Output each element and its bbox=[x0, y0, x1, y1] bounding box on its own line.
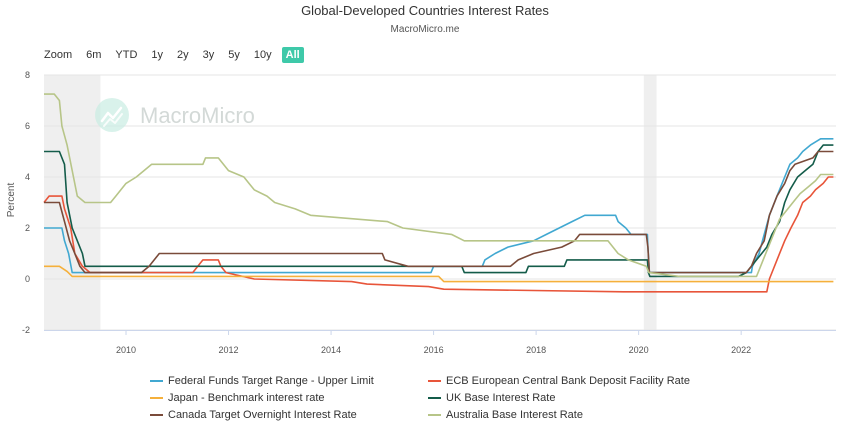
range-selector: Zoom 6m YTD 1y 2y 3y 5y 10y All bbox=[44, 46, 310, 64]
legend-swatch bbox=[150, 396, 163, 399]
range-button-ytd[interactable]: YTD bbox=[115, 49, 138, 61]
x-tick-label: 2012 bbox=[219, 345, 239, 355]
chart-subtitle: MacroMicro.me bbox=[390, 24, 460, 35]
legend-item-ecb[interactable]: ECB European Central Bank Deposit Facili… bbox=[428, 372, 728, 389]
range-button-6m[interactable]: 6m bbox=[86, 49, 102, 61]
axes: Percent -2 0 2 4 6 8 2010 2012 2014 2016 2018 2020 2… bbox=[6, 70, 836, 355]
range-button-5y[interactable]: 5y bbox=[228, 49, 240, 61]
chart-title: Global-Developed Countries Interest Rate… bbox=[301, 3, 549, 18]
range-button-2y[interactable]: 2y bbox=[177, 49, 189, 61]
x-tick-label: 2014 bbox=[321, 345, 341, 355]
range-button-1y[interactable]: 1y bbox=[151, 49, 164, 61]
y-tick-label: 2 bbox=[25, 223, 30, 233]
watermark-logo-icon bbox=[95, 98, 129, 132]
series-lines bbox=[43, 93, 834, 293]
legend-label: UK Base Interest Rate bbox=[446, 391, 556, 404]
y-tick-label: 0 bbox=[25, 274, 30, 284]
zoom-label: Zoom bbox=[44, 49, 73, 61]
legend-label: ECB European Central Bank Deposit Facili… bbox=[446, 374, 690, 387]
series-line-3[interactable] bbox=[44, 144, 834, 278]
range-button-3y[interactable]: 3y bbox=[202, 49, 215, 61]
x-tick-label: 2020 bbox=[629, 345, 649, 355]
legend-swatch bbox=[428, 379, 441, 382]
legend-swatch bbox=[150, 413, 163, 416]
y-tick-label: -2 bbox=[22, 325, 30, 335]
legend-swatch bbox=[428, 413, 441, 416]
y-axis-label: Percent bbox=[6, 183, 17, 218]
legend-swatch bbox=[150, 379, 163, 382]
legend-label: Federal Funds Target Range - Upper Limit bbox=[168, 374, 374, 387]
legend-item-canada[interactable]: Canada Target Overnight Interest Rate bbox=[150, 406, 428, 423]
series-line-4[interactable] bbox=[44, 150, 834, 274]
legend-swatch bbox=[428, 396, 441, 399]
legend-item-japan[interactable]: Japan - Benchmark interest rate bbox=[150, 389, 428, 406]
series-line-1[interactable] bbox=[43, 176, 834, 293]
x-tick-label: 2022 bbox=[731, 345, 751, 355]
range-button-10y[interactable]: 10y bbox=[253, 49, 272, 61]
series-line-5[interactable] bbox=[44, 93, 834, 278]
y-tick-label: 6 bbox=[25, 121, 30, 131]
x-tick-label: 2010 bbox=[116, 345, 136, 355]
legend-label: Canada Target Overnight Interest Rate bbox=[168, 408, 357, 421]
legend-label: Australia Base Interest Rate bbox=[446, 408, 583, 421]
y-tick-label: 4 bbox=[25, 172, 30, 182]
range-button-all[interactable]: All bbox=[281, 47, 304, 63]
watermark-text: MacroMicro bbox=[140, 103, 255, 128]
x-tick-label: 2016 bbox=[424, 345, 444, 355]
legend-item-fed[interactable]: Federal Funds Target Range - Upper Limit bbox=[150, 372, 428, 389]
legend-item-australia[interactable]: Australia Base Interest Rate bbox=[428, 406, 728, 423]
watermark: MacroMicro bbox=[95, 98, 255, 132]
legend-label: Japan - Benchmark interest rate bbox=[168, 391, 325, 404]
x-tick-label: 2018 bbox=[526, 345, 546, 355]
y-tick-label: 8 bbox=[25, 70, 30, 80]
series-line-2[interactable] bbox=[44, 265, 834, 283]
legend-item-uk[interactable]: UK Base Interest Rate bbox=[428, 389, 728, 406]
legend: Federal Funds Target Range - Upper Limit… bbox=[150, 372, 770, 423]
series-line-0[interactable] bbox=[44, 138, 834, 274]
